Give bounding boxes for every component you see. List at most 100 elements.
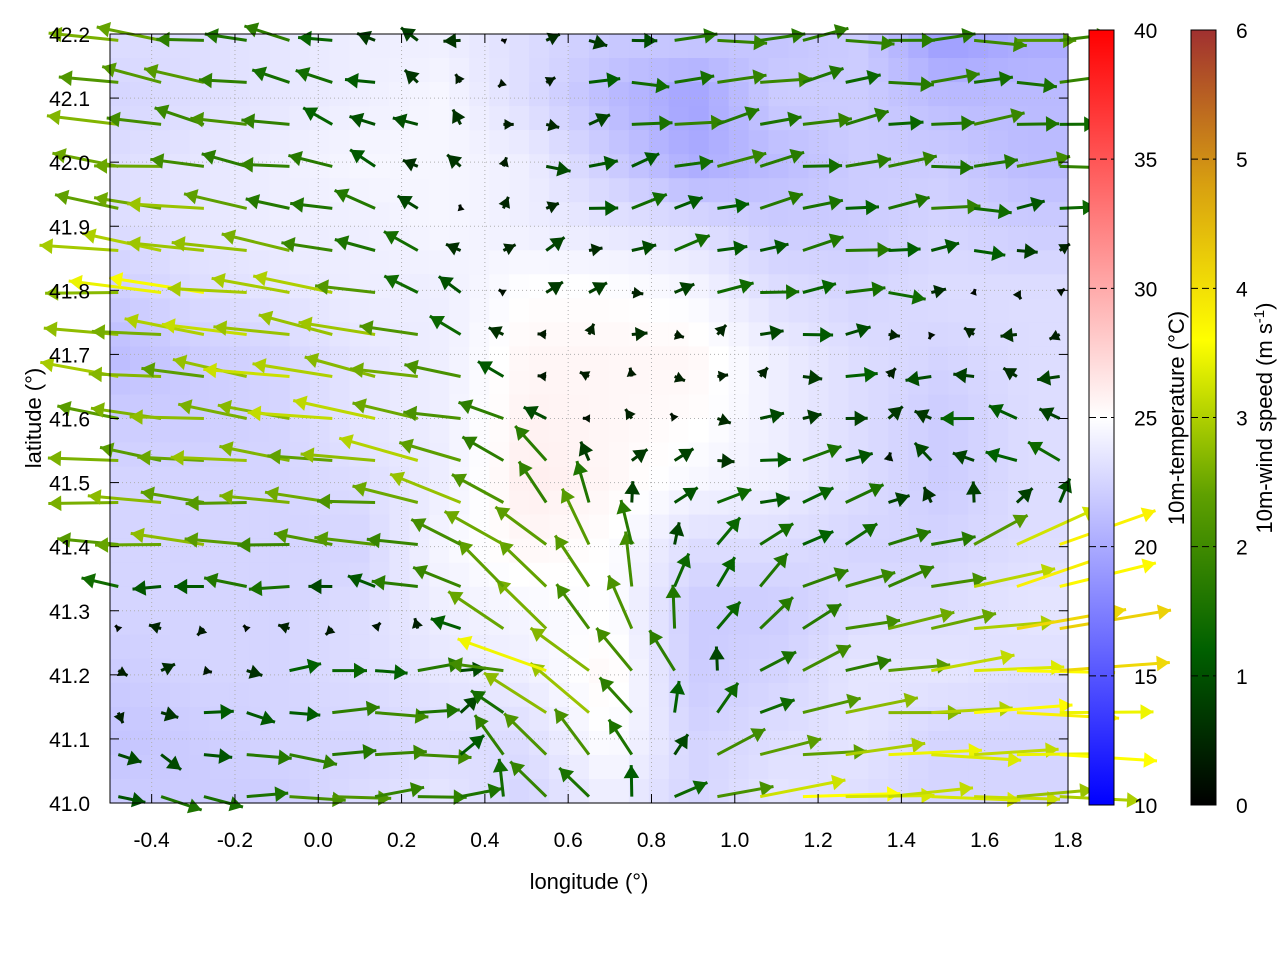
wind-arrow-head <box>281 237 296 253</box>
wind-arrow <box>845 737 926 757</box>
heatmap-cell <box>1048 274 1069 299</box>
heatmap-cell <box>968 754 989 780</box>
wind-arrow-shaft <box>68 279 162 294</box>
wind-arrow <box>48 495 119 512</box>
wind-arrow <box>759 408 785 424</box>
heatmap-cell <box>329 610 351 636</box>
heatmap-cell <box>688 322 710 347</box>
heatmap-cell <box>309 298 331 323</box>
heatmap-cell <box>169 706 191 732</box>
wind-arrow-head <box>498 157 509 168</box>
heatmap-cell <box>928 106 949 131</box>
wind-arrow <box>624 408 636 421</box>
heatmap-cell <box>529 250 550 275</box>
wind-arrow-head <box>201 149 217 165</box>
wind-arrow-head <box>515 426 530 441</box>
heatmap-cell <box>489 779 510 804</box>
heatmap-cell <box>748 442 770 468</box>
heatmap-cell <box>1048 394 1069 420</box>
wind-arrow <box>588 155 619 171</box>
wind-arrow <box>298 316 376 336</box>
wind-arrow-head <box>744 106 760 122</box>
heatmap-cell <box>868 754 889 780</box>
wind-arrow-head <box>939 607 955 623</box>
wind-arrow <box>623 765 640 797</box>
heatmap-cell <box>948 466 969 492</box>
heatmap-cell <box>509 154 530 179</box>
wind-arrow-head <box>806 734 822 750</box>
wind-arrow-head <box>985 447 1001 463</box>
heatmap-cell <box>489 514 510 540</box>
heatmap-cell <box>509 178 530 203</box>
wind-arrow-head <box>905 370 920 387</box>
wind-arrow <box>371 575 418 591</box>
heatmap-cell <box>848 226 870 251</box>
heatmap-cell <box>609 298 630 323</box>
heatmap-cell <box>130 106 151 131</box>
heatmap-cell <box>229 682 251 708</box>
heatmap-cell <box>968 178 989 203</box>
wind-arrow <box>913 441 933 462</box>
wind-arrow <box>573 460 591 503</box>
heatmap-cell <box>349 346 371 371</box>
heatmap-cell <box>609 154 630 179</box>
wind-arrow <box>113 711 125 724</box>
wind-arrow-head <box>961 531 976 547</box>
heatmap-cell <box>130 346 151 371</box>
wind-arrow-head <box>48 495 62 512</box>
heatmap-cell <box>349 202 371 227</box>
heatmap-cell <box>110 610 131 636</box>
heatmap-cell <box>1008 562 1029 588</box>
wind-arrow-head <box>308 578 322 595</box>
heatmap-cell <box>130 34 151 59</box>
heatmap-cell <box>768 250 790 275</box>
wind-arrow <box>883 452 894 462</box>
heatmap-cell <box>828 658 850 684</box>
heatmap-cell <box>668 106 690 131</box>
heatmap-cell <box>209 106 231 131</box>
wind-arrow <box>523 405 547 420</box>
wind-arrow <box>46 109 119 126</box>
wind-arrow <box>579 370 591 381</box>
wind-arrow-head <box>88 366 102 383</box>
wind-arrow-head <box>921 32 935 49</box>
wind-arrow-shaft <box>973 567 1056 588</box>
wind-arrow-head <box>171 236 186 252</box>
heatmap-cell <box>968 346 989 371</box>
heatmap-cell <box>149 514 171 540</box>
heatmap-cell <box>668 250 690 275</box>
heatmap-cell <box>708 178 730 203</box>
heatmap-cell <box>668 466 690 492</box>
wind-arrow <box>845 107 890 126</box>
wind-arrow-head <box>94 192 109 208</box>
heatmap-cell <box>169 154 191 179</box>
heatmap-cell <box>988 466 1009 492</box>
wind-arrow-head <box>55 189 70 205</box>
wind-arrow <box>888 329 901 341</box>
wind-arrow <box>267 448 333 465</box>
heatmap-cell <box>289 779 311 804</box>
wind-arrow <box>545 161 571 177</box>
heatmap-cell <box>688 250 710 275</box>
heatmap-cell <box>110 298 131 323</box>
wind-arrow <box>316 493 376 510</box>
wind-arrow-head <box>350 362 364 378</box>
y-tick-label: 41.8 <box>49 280 90 303</box>
heatmap-cell <box>130 706 151 732</box>
heatmap-cell <box>130 394 151 420</box>
heatmap-cell <box>389 586 410 612</box>
wind-arrow-head <box>474 715 489 731</box>
wind-arrow-head <box>821 279 836 295</box>
heatmap-cell <box>589 82 610 107</box>
heatmap-cell <box>389 706 410 732</box>
y-tick-label: 42.0 <box>49 152 90 175</box>
wind-arrow-head <box>724 682 738 698</box>
heatmap-cell <box>169 466 191 492</box>
wind-arrow <box>246 749 292 766</box>
wind-arrow-head <box>290 197 305 213</box>
wind-arrow-head <box>1003 154 1018 170</box>
heatmap-cell <box>209 202 231 227</box>
heatmap-cell <box>149 442 171 468</box>
heatmap-cell <box>309 130 331 155</box>
wind-arrow-head <box>504 713 519 729</box>
